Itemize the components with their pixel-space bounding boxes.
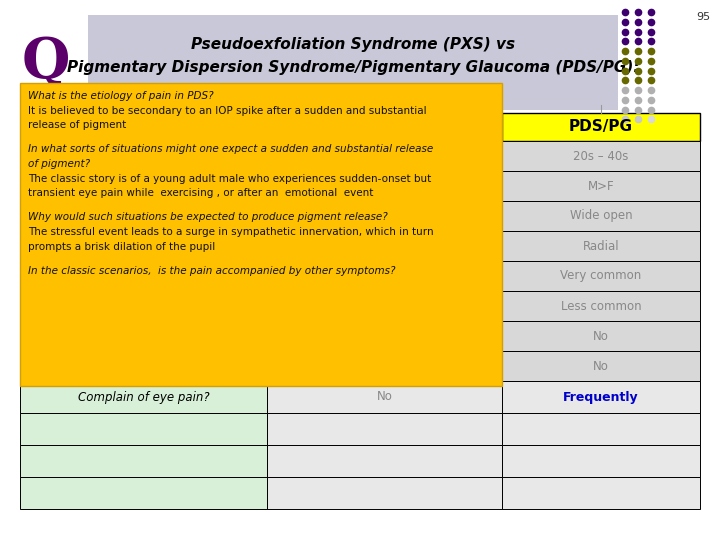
Text: Less common: Less common <box>561 300 642 313</box>
Bar <box>502 231 700 261</box>
Text: Very common: Very common <box>560 269 642 282</box>
Bar <box>20 113 267 141</box>
Text: prompts a brisk dilation of the pupil: prompts a brisk dilation of the pupil <box>28 241 215 252</box>
Text: It is believed to be secondary to an IOP spike after a sudden and substantial: It is believed to be secondary to an IOP… <box>28 105 427 116</box>
Bar <box>502 261 700 291</box>
Bar <box>20 413 267 445</box>
Text: What is the etiology of pain in PDS?: What is the etiology of pain in PDS? <box>28 91 214 101</box>
Bar <box>267 231 502 261</box>
Text: M>F: M>F <box>588 179 614 192</box>
Bar <box>267 321 502 351</box>
Bar <box>502 321 700 351</box>
Bar <box>20 141 267 171</box>
Bar <box>20 291 267 321</box>
Text: Q: Q <box>22 35 71 90</box>
Text: Wide open: Wide open <box>570 210 632 222</box>
Bar <box>267 171 502 201</box>
Text: The classic story is of a young adult male who experiences sudden-onset but: The classic story is of a young adult ma… <box>28 173 431 184</box>
Text: 95: 95 <box>696 12 710 22</box>
Bar <box>267 113 502 141</box>
Bar <box>20 171 267 201</box>
Text: Radial: Radial <box>582 240 619 253</box>
Bar <box>20 381 267 413</box>
Bar <box>20 83 502 386</box>
Text: of pigment?: of pigment? <box>28 159 90 169</box>
Text: The stressful event leads to a surge in sympathetic innervation, which in turn: The stressful event leads to a surge in … <box>28 227 433 237</box>
Bar <box>502 477 700 509</box>
Bar <box>20 201 267 231</box>
Bar <box>267 477 502 509</box>
Bar <box>20 321 267 351</box>
Text: 20s – 40s: 20s – 40s <box>573 150 629 163</box>
Bar <box>20 477 267 509</box>
Text: transient eye pain while  exercising , or after an  emotional  event: transient eye pain while exercising , or… <box>28 188 374 198</box>
Text: Frequently: Frequently <box>563 390 639 403</box>
Text: Why would such situations be expected to produce pigment release?: Why would such situations be expected to… <box>28 213 388 222</box>
Bar <box>267 201 502 231</box>
Bar <box>267 351 502 381</box>
Text: release of pigment: release of pigment <box>28 120 126 130</box>
Bar <box>20 113 30 381</box>
Text: No: No <box>593 360 609 373</box>
Bar <box>502 413 700 445</box>
Text: No: No <box>593 329 609 342</box>
Text: In what sorts of situations might one expect a sudden and substantial release: In what sorts of situations might one ex… <box>28 145 433 154</box>
Bar <box>20 231 267 261</box>
Text: Complain of eye pain?: Complain of eye pain? <box>78 390 210 403</box>
Bar <box>502 113 700 141</box>
Bar <box>88 15 618 110</box>
Bar <box>502 351 700 381</box>
Text: No: No <box>377 390 392 403</box>
Bar <box>267 413 502 445</box>
Bar <box>267 261 502 291</box>
Bar <box>502 291 700 321</box>
Bar <box>267 141 502 171</box>
Bar <box>267 381 502 413</box>
Text: Pigmentary Dispersion Syndrome/Pigmentary Glaucoma (PDS/PG):: Pigmentary Dispersion Syndrome/Pigmentar… <box>67 60 639 75</box>
Bar <box>502 381 700 413</box>
Bar <box>502 141 700 171</box>
Bar <box>20 261 267 291</box>
Bar <box>267 445 502 477</box>
Text: In the classic scenarios,  is the pain accompanied by other symptoms?: In the classic scenarios, is the pain ac… <box>28 266 395 276</box>
Bar <box>502 201 700 231</box>
Bar <box>502 171 700 201</box>
Text: PDS/PG: PDS/PG <box>569 119 633 134</box>
Bar <box>20 445 267 477</box>
Bar <box>20 351 267 381</box>
Bar <box>502 445 700 477</box>
Text: Pseudoexfoliation Syndrome (PXS) vs: Pseudoexfoliation Syndrome (PXS) vs <box>191 37 515 52</box>
Bar <box>267 291 502 321</box>
Text: Fill in the blanks: Fill in the blanks <box>282 83 425 98</box>
